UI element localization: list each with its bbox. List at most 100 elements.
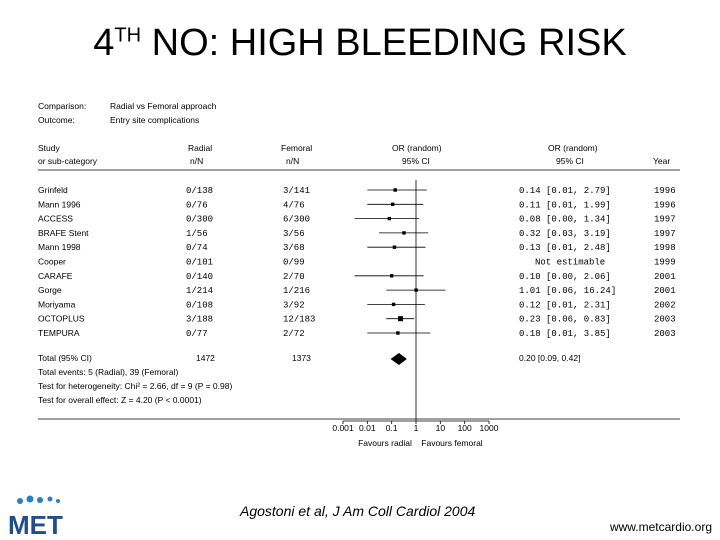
- radial-count: 0/74: [186, 243, 208, 253]
- citation: Agostoni et al, J Am Coll Cardiol 2004: [240, 503, 476, 519]
- point-estimate: [392, 245, 397, 249]
- study-year: 1997: [654, 229, 676, 239]
- x-tick-label: 0.001: [332, 423, 354, 433]
- study-year: 1998: [654, 243, 676, 253]
- radial-count: 0/300: [186, 215, 213, 225]
- source-url: www.metcardio.org: [609, 520, 712, 534]
- x-tick-label: 0.1: [386, 423, 398, 433]
- logo-text: MET: [8, 510, 63, 538]
- femoral-count: 2/72: [283, 329, 305, 339]
- met-logo-icon: MET: [8, 495, 63, 538]
- radial-count: 1/56: [186, 229, 208, 239]
- study-name: ACCESS: [38, 214, 73, 224]
- or-ci-text: 0.14 [0.01, 2.79]: [519, 186, 611, 196]
- radial-count: 1/214: [186, 286, 213, 296]
- title-superscript: TH: [114, 24, 142, 47]
- point-estimate: [389, 274, 394, 278]
- study-name: Mann 1996: [38, 199, 81, 209]
- radial-count: 0/76: [186, 200, 208, 210]
- radial-count: 3/188: [186, 315, 213, 325]
- or-ci-text: 0.23 [0.06, 0.83]: [519, 315, 611, 325]
- or-ci-text: 0.10 [0.00, 2.06]: [519, 272, 611, 282]
- total-events: Total events: 5 (Radial), 39 (Femoral): [38, 367, 179, 377]
- study-year: 2001: [654, 286, 676, 296]
- femoral-count: 2/70: [283, 272, 305, 282]
- study-name: CARAFE: [38, 271, 73, 281]
- study-name: Moriyama: [38, 299, 76, 309]
- title-rest: NO: HIGH BLEEDING RISK: [141, 22, 627, 64]
- study-name: OCTOPLUS: [38, 314, 85, 324]
- total-femoral: 1373: [292, 353, 311, 363]
- outcome-value: Entry site complications: [110, 115, 200, 125]
- femoral-count: 6/300: [283, 215, 310, 225]
- col-femoral-1: Femoral: [281, 143, 313, 153]
- col-or-text-2: 95% CI: [556, 156, 584, 166]
- x-tick-label: 1000: [480, 423, 499, 433]
- study-year: 2002: [654, 300, 676, 310]
- study-name: Grinfeld: [38, 185, 68, 195]
- col-radial-2: n/N: [190, 156, 204, 166]
- femoral-count: 3/56: [283, 229, 305, 239]
- femoral-count: 4/76: [283, 200, 305, 210]
- study-name: BRAFE Stent: [38, 228, 89, 238]
- radial-count: 0/140: [186, 272, 213, 282]
- point-estimate: [387, 216, 392, 221]
- slide-title: 4TH NO: HIGH BLEEDING RISK: [0, 22, 720, 65]
- study-year: 1996: [654, 200, 676, 210]
- radial-count: 0/77: [186, 329, 208, 339]
- study-name: TEMPURA: [38, 328, 80, 338]
- col-femoral-2: n/N: [286, 156, 300, 166]
- x-tick-label: 10: [436, 423, 446, 433]
- point-estimate: [390, 202, 395, 206]
- point-estimate: [391, 302, 396, 307]
- femoral-count: 12/183: [283, 315, 315, 325]
- study-name: Mann 1998: [38, 242, 81, 252]
- point-estimate: [402, 231, 406, 235]
- study-name: Gorge: [38, 285, 62, 295]
- point-estimate: [393, 188, 397, 192]
- study-year: 1999: [654, 258, 676, 268]
- study-year: 1996: [654, 186, 676, 196]
- point-estimate: [396, 331, 400, 335]
- outcome-label: Outcome:: [38, 115, 75, 125]
- col-year: Year: [653, 156, 671, 166]
- col-or-plot-2: 95% CI: [402, 156, 430, 166]
- radial-count: 0/101: [186, 258, 213, 268]
- femoral-count: 0/99: [283, 258, 305, 268]
- or-ci-text: 0.13 [0.01, 2.48]: [519, 243, 611, 253]
- x-tick-label: 0.01: [359, 423, 376, 433]
- or-ci-text: 0.12 [0.01, 2.31]: [519, 300, 611, 310]
- femoral-count: 3/141: [283, 186, 310, 196]
- total-label: Total (95% CI): [38, 353, 92, 363]
- point-estimate: [397, 316, 403, 322]
- total-ci-text: 0.20 [0.09, 0.42]: [519, 353, 581, 363]
- favours-left: Favours radial: [358, 438, 412, 448]
- col-study-1: Study: [38, 143, 60, 153]
- or-ci-text: 1.01 [0.06, 16.24]: [519, 286, 616, 296]
- overall-effect-test: Test for overall effect: Z = 4.20 (P < 0…: [38, 395, 202, 405]
- or-ci-text: 0.11 [0.01, 1.99]: [519, 200, 611, 210]
- comparison-value: Radial vs Femoral approach: [110, 101, 217, 111]
- title-main: 4: [93, 22, 115, 64]
- study-year: 2001: [654, 272, 676, 282]
- study-name: Cooper: [38, 257, 66, 267]
- radial-count: 0/108: [186, 300, 213, 310]
- or-ci-text: 0.18 [0.01, 3.85]: [519, 329, 611, 339]
- study-year: 1997: [654, 215, 676, 225]
- col-or-plot-1: OR (random): [392, 143, 442, 153]
- col-or-text-1: OR (random): [548, 143, 598, 153]
- x-tick-label: 1: [414, 423, 419, 433]
- heterogeneity-test: Test for heterogeneity: Chi² = 2.66, df …: [38, 381, 233, 391]
- femoral-count: 3/92: [283, 300, 305, 310]
- col-study-2: or sub-category: [38, 156, 98, 166]
- x-tick-label: 100: [458, 423, 472, 433]
- or-ci-text: 0.08 [0.00, 1.34]: [519, 215, 611, 225]
- total-radial: 1472: [196, 353, 215, 363]
- favours-right: Favours femoral: [421, 438, 483, 448]
- or-ci-text: 0.32 [0.03, 3.19]: [519, 229, 611, 239]
- femoral-count: 1/216: [283, 286, 310, 296]
- femoral-count: 3/68: [283, 243, 305, 253]
- or-ci-text: Not estimable: [535, 258, 605, 268]
- comparison-label: Comparison:: [38, 101, 87, 111]
